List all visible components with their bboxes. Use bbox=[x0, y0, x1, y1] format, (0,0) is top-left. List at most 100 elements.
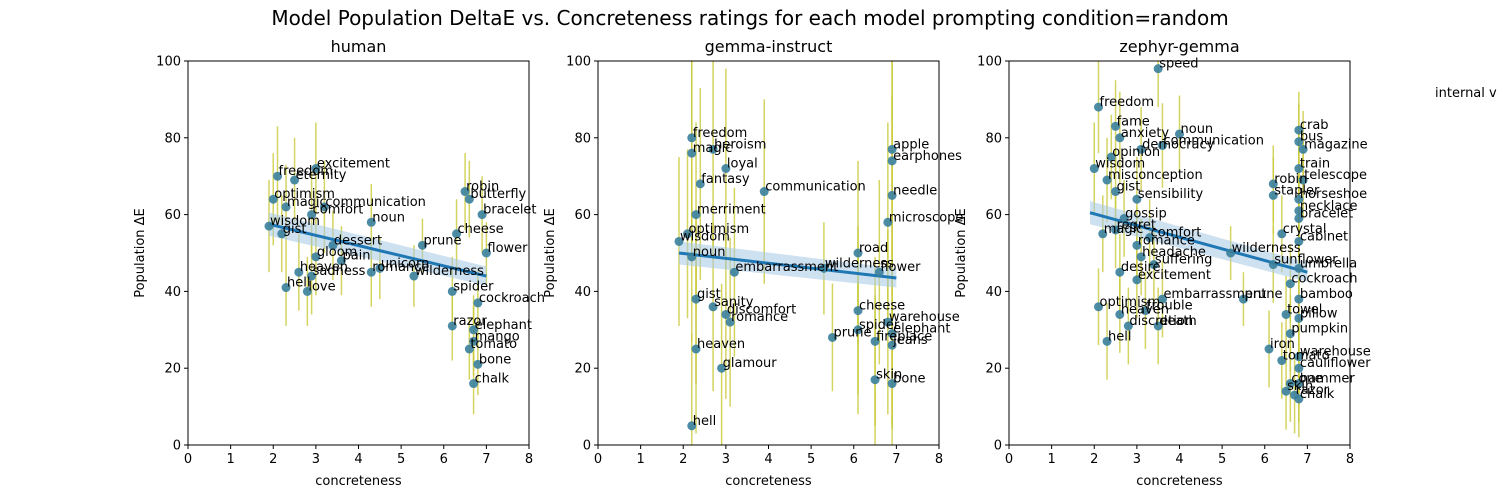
y-tick-label: 20 bbox=[985, 362, 1002, 377]
data-point bbox=[1089, 164, 1099, 174]
x-tick-label: 2 bbox=[679, 452, 687, 467]
point-label: cockroach bbox=[479, 291, 545, 306]
point-label: robin bbox=[1274, 172, 1307, 187]
x-tick-label: 2 bbox=[269, 452, 277, 467]
data-point bbox=[1115, 267, 1125, 277]
x-tick-label: 8 bbox=[1346, 452, 1354, 467]
y-tick-label: 0 bbox=[173, 439, 181, 454]
x-tick-label: 3 bbox=[312, 452, 320, 467]
point-label: hell bbox=[287, 276, 310, 291]
point-label: noun bbox=[693, 245, 726, 260]
data-point bbox=[1226, 248, 1236, 258]
data-point bbox=[1238, 294, 1248, 304]
data-point bbox=[1136, 144, 1146, 154]
data-point bbox=[887, 379, 897, 389]
y-tick-label: 80 bbox=[985, 131, 1002, 146]
data-point bbox=[819, 263, 829, 273]
data-point bbox=[721, 164, 731, 174]
point-label: umbrella bbox=[1300, 256, 1357, 271]
x-tick-label: 0 bbox=[594, 452, 602, 467]
data-point bbox=[870, 336, 880, 346]
data-point bbox=[1294, 206, 1304, 216]
point-label: gloom bbox=[317, 245, 357, 260]
data-point bbox=[1132, 240, 1142, 250]
point-label: death bbox=[1159, 314, 1197, 329]
regression-line bbox=[678, 251, 897, 280]
x-tick-label: 3 bbox=[1133, 452, 1141, 467]
point-label: hell bbox=[1108, 329, 1131, 344]
y-tick-label: 100 bbox=[156, 55, 181, 70]
point-label: wilderness bbox=[415, 264, 484, 279]
point-label: romance bbox=[372, 260, 429, 275]
x-axis-label: concreteness bbox=[725, 474, 812, 489]
data-point bbox=[1298, 144, 1308, 154]
data-point bbox=[1294, 213, 1304, 223]
data-point bbox=[683, 229, 693, 239]
point-label: spider bbox=[453, 279, 494, 294]
point-label: magic bbox=[1104, 222, 1144, 237]
data-point bbox=[729, 267, 739, 277]
point-label: robin bbox=[466, 180, 499, 195]
point-label: microscope bbox=[889, 210, 964, 225]
point-label: gist bbox=[1117, 180, 1141, 195]
x-tick-label: 8 bbox=[935, 452, 943, 467]
point-label: wisdom bbox=[1095, 157, 1145, 172]
panel-human: humanfreedomexcitementeternityoptimismma… bbox=[133, 37, 545, 489]
data-point bbox=[1277, 229, 1287, 239]
data-point bbox=[469, 336, 479, 346]
point-label: road bbox=[859, 241, 888, 256]
point-label: magic bbox=[693, 141, 733, 156]
point-label: cockroach bbox=[1291, 272, 1357, 287]
point-label: discomfort bbox=[727, 302, 796, 317]
point-label: flower bbox=[880, 260, 921, 275]
data-point bbox=[1175, 129, 1184, 139]
point-label: needle bbox=[893, 183, 937, 198]
x-tick-label: 7 bbox=[892, 452, 900, 467]
data-point bbox=[336, 256, 346, 266]
data-point bbox=[759, 187, 769, 197]
y-tick-label: 40 bbox=[985, 285, 1002, 300]
data-point bbox=[1145, 233, 1155, 243]
data-point bbox=[1094, 302, 1104, 312]
point-label: razor bbox=[1296, 383, 1330, 398]
data-point bbox=[695, 179, 705, 189]
data-point bbox=[417, 240, 427, 250]
point-label: iron bbox=[1270, 337, 1295, 352]
data-point bbox=[691, 210, 701, 220]
point-label: crab bbox=[1300, 118, 1329, 133]
point-label: sanity bbox=[714, 295, 754, 310]
point-label: magazine bbox=[1304, 137, 1368, 152]
data-point bbox=[366, 267, 376, 277]
point-label: opinion bbox=[1112, 145, 1160, 160]
point-label: excitement bbox=[1138, 268, 1211, 283]
x-tick-label: 6 bbox=[850, 452, 858, 467]
data-point bbox=[1094, 102, 1104, 112]
data-point bbox=[464, 344, 474, 354]
data-point bbox=[1136, 252, 1146, 262]
y-tick-label: 20 bbox=[164, 362, 181, 377]
x-tick-label: 7 bbox=[482, 452, 490, 467]
data-point bbox=[281, 283, 291, 293]
y-tick-label: 100 bbox=[977, 55, 1002, 70]
data-point bbox=[375, 263, 385, 273]
data-point bbox=[687, 252, 697, 262]
point-label: stapler bbox=[1274, 183, 1320, 198]
y-tick-label: 80 bbox=[164, 131, 181, 146]
point-label: bone bbox=[893, 372, 925, 387]
data-point bbox=[1268, 190, 1278, 200]
point-label: embarrassment bbox=[1163, 287, 1266, 302]
point-label: romance bbox=[1138, 233, 1195, 248]
data-point bbox=[887, 340, 897, 350]
point-label: trouble bbox=[1146, 299, 1192, 314]
point-label: prune bbox=[833, 325, 871, 340]
point-label: eternity bbox=[296, 168, 347, 183]
data-point bbox=[1294, 263, 1304, 273]
point-label: bone bbox=[479, 352, 511, 367]
data-point bbox=[1294, 313, 1304, 323]
data-point bbox=[328, 240, 338, 250]
point-label: optimism bbox=[1100, 295, 1161, 310]
point-label: skin bbox=[1287, 379, 1313, 394]
point-label: fireplace bbox=[876, 329, 932, 344]
point-label: tomato bbox=[470, 337, 517, 352]
